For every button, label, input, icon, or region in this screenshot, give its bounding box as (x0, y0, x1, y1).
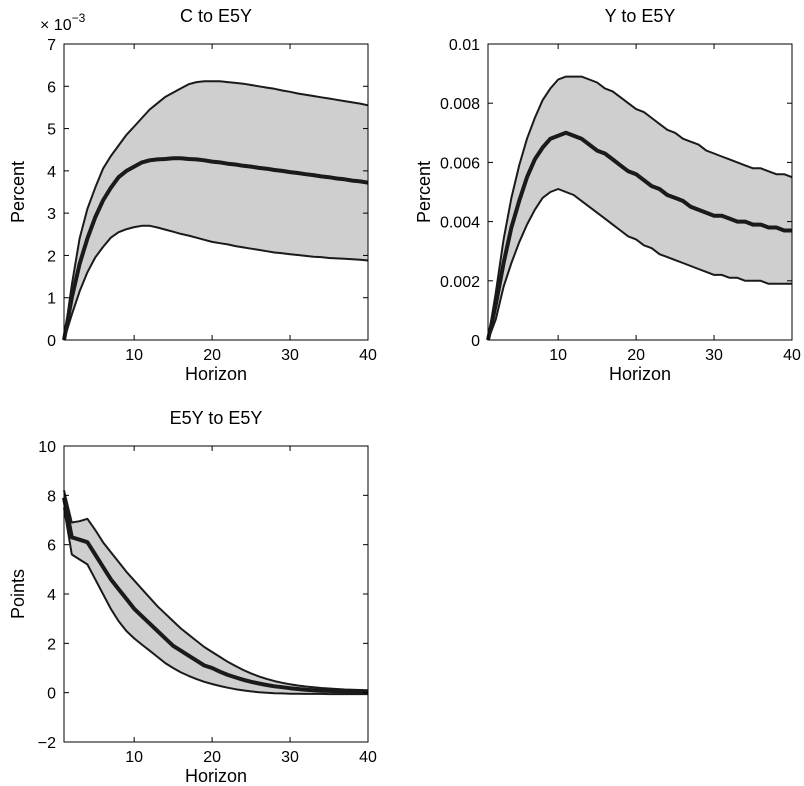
y-tick-label: 0 (471, 333, 480, 350)
panel-title: C to E5Y (180, 6, 252, 26)
median-line (62, 497, 368, 694)
y-tick-label: −2 (38, 735, 56, 752)
y-tick-label: 0.002 (440, 274, 480, 291)
median-line (486, 130, 792, 341)
upper-bound-line (487, 75, 793, 341)
y-tick-label: 0 (47, 686, 56, 703)
y-tick-label: 1 (47, 291, 56, 308)
y-tick-label: 4 (47, 587, 56, 604)
tick-marks (64, 445, 369, 743)
x-tick-label: 40 (359, 347, 377, 364)
x-tick-label: 10 (125, 347, 143, 364)
x-tick-label: 20 (203, 347, 221, 364)
x-tick-labels: 10 20 30 40 (125, 749, 377, 766)
y-tick-label: 0.01 (449, 37, 480, 54)
lower-bound-line (63, 507, 368, 696)
x-tick-label: 30 (705, 347, 723, 364)
x-tick-label: 20 (203, 749, 221, 766)
x-tick-label: 10 (549, 347, 567, 364)
x-tick-label: 40 (359, 749, 377, 766)
y-tick-label: 10 (38, 439, 56, 456)
y-tick-label: 0 (47, 333, 56, 350)
y-tick-label: 5 (47, 122, 56, 139)
lower-bound-line (63, 224, 369, 341)
y-tick-labels: 0 1 2 3 4 5 6 7 (47, 37, 56, 350)
panel-title: Y to E5Y (605, 6, 676, 26)
exponent-label: × 10−3 (40, 11, 86, 34)
median-line (62, 156, 369, 341)
upper-bound-line (63, 80, 369, 341)
x-tick-label: 30 (281, 347, 299, 364)
y-tick-label: 0.004 (440, 215, 480, 232)
confidence-band-area (64, 81, 368, 340)
panel-e5y-to-e5y: 10 20 30 40 −2 0 2 4 6 8 10 E5Y to E5Y Horizon Po… (8, 408, 377, 786)
upper-bound-line (63, 490, 369, 692)
confidence-band-area (64, 490, 368, 695)
y-axis-label: Percent (8, 161, 28, 223)
confidence-band-area (488, 76, 792, 340)
y-tick-label: 0.008 (440, 96, 480, 113)
x-axis-label: Horizon (609, 364, 671, 384)
y-tick-label: 6 (47, 538, 56, 555)
x-tick-label: 30 (281, 749, 299, 766)
panel-title: E5Y to E5Y (170, 408, 263, 428)
panel-y-to-e5y: 10 20 30 40 0 0.002 0.004 0.006 0.008 0.01 Y to … (414, 6, 801, 384)
y-tick-label: 3 (47, 206, 56, 223)
x-tick-label: 10 (125, 749, 143, 766)
x-axis-label: Horizon (185, 364, 247, 384)
y-tick-label: 2 (47, 636, 56, 653)
y-tick-label: 7 (47, 37, 56, 54)
tick-marks (64, 43, 369, 341)
tick-marks (488, 43, 793, 341)
exponent-power: −3 (72, 11, 86, 25)
panel-c-to-e5y: 10 20 30 40 0 1 2 3 4 5 6 7 C to E5Y Horizon Perce… (8, 6, 377, 384)
y-tick-label: 0.006 (440, 155, 480, 172)
y-tick-labels: 0 0.002 0.004 0.006 0.008 0.01 (440, 37, 480, 350)
x-axis-label: Horizon (185, 766, 247, 786)
y-tick-label: 8 (47, 488, 56, 505)
y-axis-label: Percent (414, 161, 434, 223)
exponent-base: × 10 (40, 17, 72, 34)
y-tick-labels: −2 0 2 4 6 8 10 (38, 439, 56, 752)
x-tick-label: 40 (783, 347, 801, 364)
lower-bound-line (487, 188, 792, 341)
y-tick-label: 2 (47, 248, 56, 265)
y-tick-label: 4 (47, 164, 56, 181)
x-tick-labels: 10 20 30 40 (549, 347, 801, 364)
x-tick-label: 20 (627, 347, 645, 364)
y-tick-label: 6 (47, 79, 56, 96)
axes-box (63, 43, 369, 341)
axes-box (487, 43, 793, 341)
y-axis-label: Points (8, 569, 28, 619)
x-tick-labels: 10 20 30 40 (125, 347, 377, 364)
